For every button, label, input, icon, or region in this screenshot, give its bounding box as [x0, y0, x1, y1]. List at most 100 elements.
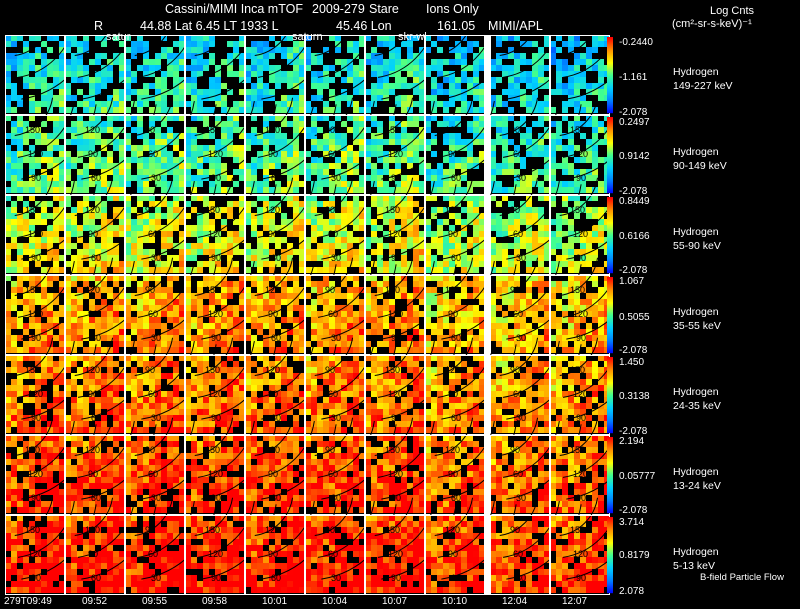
contour-label: 150	[205, 205, 220, 215]
contour-label: 120	[28, 469, 43, 479]
panel-border	[490, 275, 550, 355]
image-panel-r6-c7	[425, 497, 517, 593]
panel-border	[5, 35, 65, 115]
image-panel-r0-c5	[305, 17, 397, 113]
panel-border	[125, 275, 185, 355]
panel-border	[125, 355, 185, 435]
contour-label: 90	[31, 173, 41, 183]
units-line-2: (cm²-sr-s-keV)⁻¹	[672, 18, 752, 30]
panel-border	[125, 115, 185, 195]
contour-label: 60	[148, 309, 158, 319]
cbar-max-2: 0.8449	[619, 196, 650, 207]
image-panel-r5-c8	[490, 417, 582, 513]
contour-label: 90	[88, 389, 98, 399]
panel-border	[425, 195, 485, 275]
time-tick-9: 12:07	[562, 596, 588, 607]
image-panel-r3-c7	[425, 257, 517, 353]
contour-label: 60	[91, 173, 101, 183]
image-panel-r2-c7	[425, 177, 517, 273]
contour-label: 120	[28, 389, 43, 399]
contour-label: 120	[573, 549, 588, 559]
panel-border	[5, 435, 65, 515]
contour-label: 90	[325, 365, 335, 375]
contour-label: 60	[271, 493, 281, 503]
panel-border	[65, 115, 125, 195]
panel-border	[125, 435, 185, 515]
contour-label: 60	[513, 229, 523, 239]
cbar-mid-4: 0.3138	[619, 391, 650, 402]
contour-label: 150	[205, 445, 220, 455]
contour-label: 30	[331, 333, 341, 343]
image-panel-r0-c6	[365, 17, 457, 113]
image-panel-r1-c3	[185, 97, 277, 193]
contour-label: 120	[573, 469, 588, 479]
panel-border	[5, 195, 65, 275]
panel-border	[185, 275, 245, 355]
cbar-min-3: -2.078	[619, 345, 648, 356]
contour-label: 120	[208, 469, 223, 479]
contour-label: 90	[391, 333, 401, 343]
contour-label: 60	[91, 413, 101, 423]
contour-label: 60	[451, 253, 461, 263]
image-panel-r3-c4	[245, 257, 337, 353]
contour-label: 120	[28, 549, 43, 559]
contour-label: 90	[145, 445, 155, 455]
contour-label: 90	[211, 413, 221, 423]
colorbar-3	[607, 277, 613, 354]
contour-label: 30	[151, 173, 161, 183]
panel-border	[305, 35, 365, 115]
contour-label: 60	[148, 149, 158, 159]
panel-border	[245, 275, 305, 355]
contour-label: 120	[85, 205, 100, 215]
contour-label: 150	[205, 365, 220, 375]
species-label-1: Hydrogen	[673, 146, 719, 158]
image-panel-r1-c9	[550, 97, 642, 193]
contour-label: 90	[268, 389, 278, 399]
contour-label: 90	[145, 125, 155, 135]
contour-label: 120	[265, 525, 280, 535]
contour-label: 120	[445, 205, 460, 215]
contour-label: 150	[25, 365, 40, 375]
contour-label: 30	[331, 493, 341, 503]
panel-border	[365, 355, 425, 435]
panel-border	[185, 35, 245, 115]
lon-label: 45.46 Lon	[336, 19, 392, 33]
contour-label: 90	[510, 445, 520, 455]
contour-label: 90	[448, 549, 458, 559]
panel-border	[425, 275, 485, 355]
image-panel-r1-c5	[305, 97, 397, 193]
panel-border	[245, 515, 305, 595]
contour-label: 30	[516, 493, 526, 503]
contour-label: 60	[148, 469, 158, 479]
time-tick-2: 09:55	[142, 596, 168, 607]
contour-label: 60	[513, 149, 523, 159]
panel-border	[490, 35, 550, 115]
contour-label: 30	[331, 173, 341, 183]
contour-label: 120	[28, 309, 43, 319]
panel-border	[245, 435, 305, 515]
contour-label: 90	[211, 253, 221, 263]
panel-border	[365, 195, 425, 275]
contour-label: 90	[145, 285, 155, 295]
image-panel-r0-c9	[550, 17, 642, 113]
institution-label: MIMI/APL	[488, 19, 543, 33]
image-panel-r0-c1	[65, 17, 157, 113]
image-panel-r4-c3	[185, 337, 277, 433]
contour-label: 90	[448, 389, 458, 399]
image-panel-r0-c0	[5, 17, 97, 113]
colorbar-1	[607, 117, 613, 194]
cbar-max-1: 0.2497	[619, 117, 650, 128]
image-panel-r6-c9	[550, 497, 642, 593]
image-panel-r6-c1	[65, 497, 157, 593]
contour-label: 120	[388, 469, 403, 479]
image-panel-r2-c1	[65, 177, 157, 273]
time-tick-5: 10:04	[322, 596, 348, 607]
contour-label: 150	[570, 125, 585, 135]
contour-label: 30	[331, 253, 341, 263]
image-panel-r4-c6	[365, 337, 457, 433]
cbar-mid-0: -1.161	[619, 72, 648, 83]
image-panel-r4-c0	[5, 337, 97, 433]
panel-border	[5, 275, 65, 355]
contour-label: 90	[448, 469, 458, 479]
cbar-mid-6: 0.8179	[619, 550, 650, 561]
